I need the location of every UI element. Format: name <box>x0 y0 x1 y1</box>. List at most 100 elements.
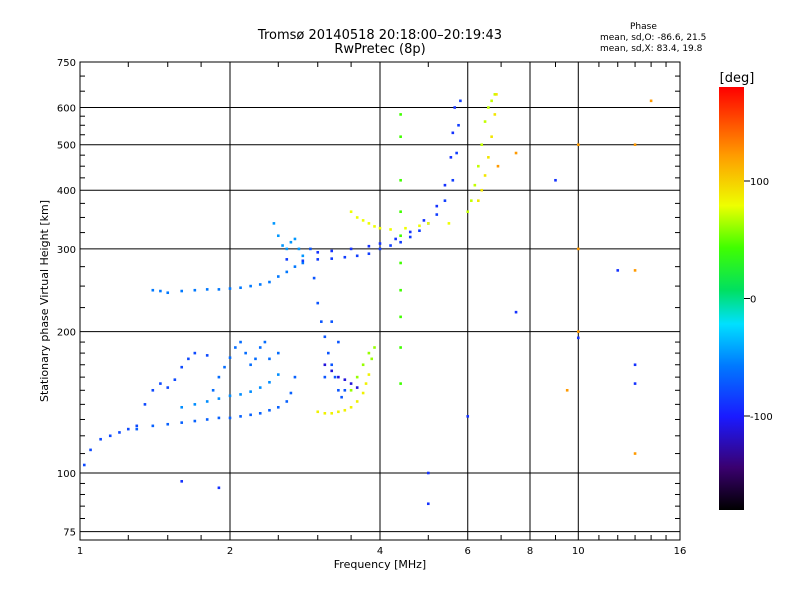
data-point <box>323 411 327 415</box>
data-point <box>228 394 232 398</box>
data-point <box>159 289 162 293</box>
data-point <box>399 346 402 349</box>
data-point <box>293 265 297 268</box>
data-point <box>330 369 334 373</box>
data-point <box>435 204 439 208</box>
data-point <box>293 375 297 379</box>
data-point <box>285 400 289 403</box>
data-point <box>228 287 232 290</box>
data-point <box>426 502 430 506</box>
x-tick-label: 6 <box>465 546 471 557</box>
y-tick-label: 500 <box>57 141 76 152</box>
data-point <box>205 400 209 403</box>
data-point <box>285 258 289 261</box>
data-point <box>443 183 447 187</box>
data-point <box>389 244 392 247</box>
data-point <box>490 135 493 139</box>
data-point <box>399 382 402 385</box>
data-point <box>276 234 280 238</box>
data-point <box>399 240 402 244</box>
data-point <box>477 199 480 202</box>
data-point <box>337 375 340 379</box>
data-point <box>378 247 382 251</box>
y-tick-label: 75 <box>63 528 76 539</box>
data-point <box>480 143 484 147</box>
data-point <box>211 388 215 392</box>
data-point <box>285 270 289 274</box>
data-point <box>426 471 430 475</box>
data-point <box>349 388 353 392</box>
data-point <box>378 242 382 245</box>
data-point <box>166 422 170 426</box>
data-point <box>418 229 421 233</box>
data-point <box>330 320 334 323</box>
data-point <box>151 424 155 428</box>
data-point <box>281 244 284 247</box>
data-point <box>373 346 376 349</box>
data-point <box>349 382 353 385</box>
data-point <box>159 382 162 385</box>
data-point <box>496 164 500 168</box>
chart-title: Tromsø 20140518 20:18:00–20:19:43 <box>257 28 503 43</box>
data-point <box>370 357 374 361</box>
data-point <box>309 247 312 251</box>
data-point <box>449 156 453 159</box>
data-point <box>443 199 447 202</box>
data-point <box>239 415 242 418</box>
data-point <box>367 252 371 256</box>
phase-stats-x: mean, sd,X: 83.4, 19.8 <box>600 44 703 54</box>
data-point <box>180 405 184 409</box>
y-tick-label: 750 <box>57 58 76 69</box>
data-point <box>337 340 340 344</box>
data-point <box>457 123 460 127</box>
x-tick-label: 16 <box>674 546 687 557</box>
data-point <box>316 410 320 414</box>
data-point <box>276 405 280 409</box>
x-tick-label: 10 <box>572 546 585 557</box>
data-point <box>633 143 637 147</box>
y-tick-label: 100 <box>57 469 76 480</box>
y-tick-label: 600 <box>57 104 76 115</box>
data-point <box>337 410 340 414</box>
x-tick-label: 8 <box>527 546 533 557</box>
data-point <box>254 357 257 361</box>
data-point <box>367 244 371 248</box>
x-tick-label: 4 <box>377 546 383 557</box>
data-point <box>258 411 262 415</box>
data-point <box>276 373 280 376</box>
data-point <box>135 424 139 428</box>
phase-stats-o: mean, sd,O: -86.6, 21.5 <box>600 33 707 43</box>
data-point <box>151 288 155 292</box>
data-point <box>361 391 365 395</box>
data-point <box>217 288 221 291</box>
data-point <box>297 247 301 251</box>
data-point <box>493 93 497 96</box>
x-tick-labels: 1 2 4 6 8 10 16 <box>77 546 687 557</box>
data-point <box>343 378 347 381</box>
data-point <box>223 365 226 369</box>
data-point <box>399 315 402 319</box>
data-point <box>455 151 458 155</box>
data-point <box>173 378 177 381</box>
data-point <box>337 388 340 392</box>
data-point <box>228 416 232 420</box>
data-point <box>268 380 271 384</box>
data-point <box>349 405 353 409</box>
data-point <box>361 219 365 222</box>
data-point <box>323 335 327 339</box>
data-point <box>477 164 480 168</box>
data-point <box>514 310 518 314</box>
data-point <box>258 386 262 389</box>
data-point <box>408 230 412 234</box>
data-point <box>316 301 320 305</box>
data-point <box>143 403 147 406</box>
data-point <box>327 351 330 355</box>
data-point <box>166 291 170 295</box>
y-tick-labels: 75 100 200 300 400 500 600 750 <box>57 58 76 539</box>
data-point <box>263 340 267 344</box>
data-point <box>367 373 371 376</box>
data-point <box>483 120 487 123</box>
data-point <box>633 363 637 367</box>
data-point <box>649 99 653 103</box>
data-point <box>258 346 262 349</box>
